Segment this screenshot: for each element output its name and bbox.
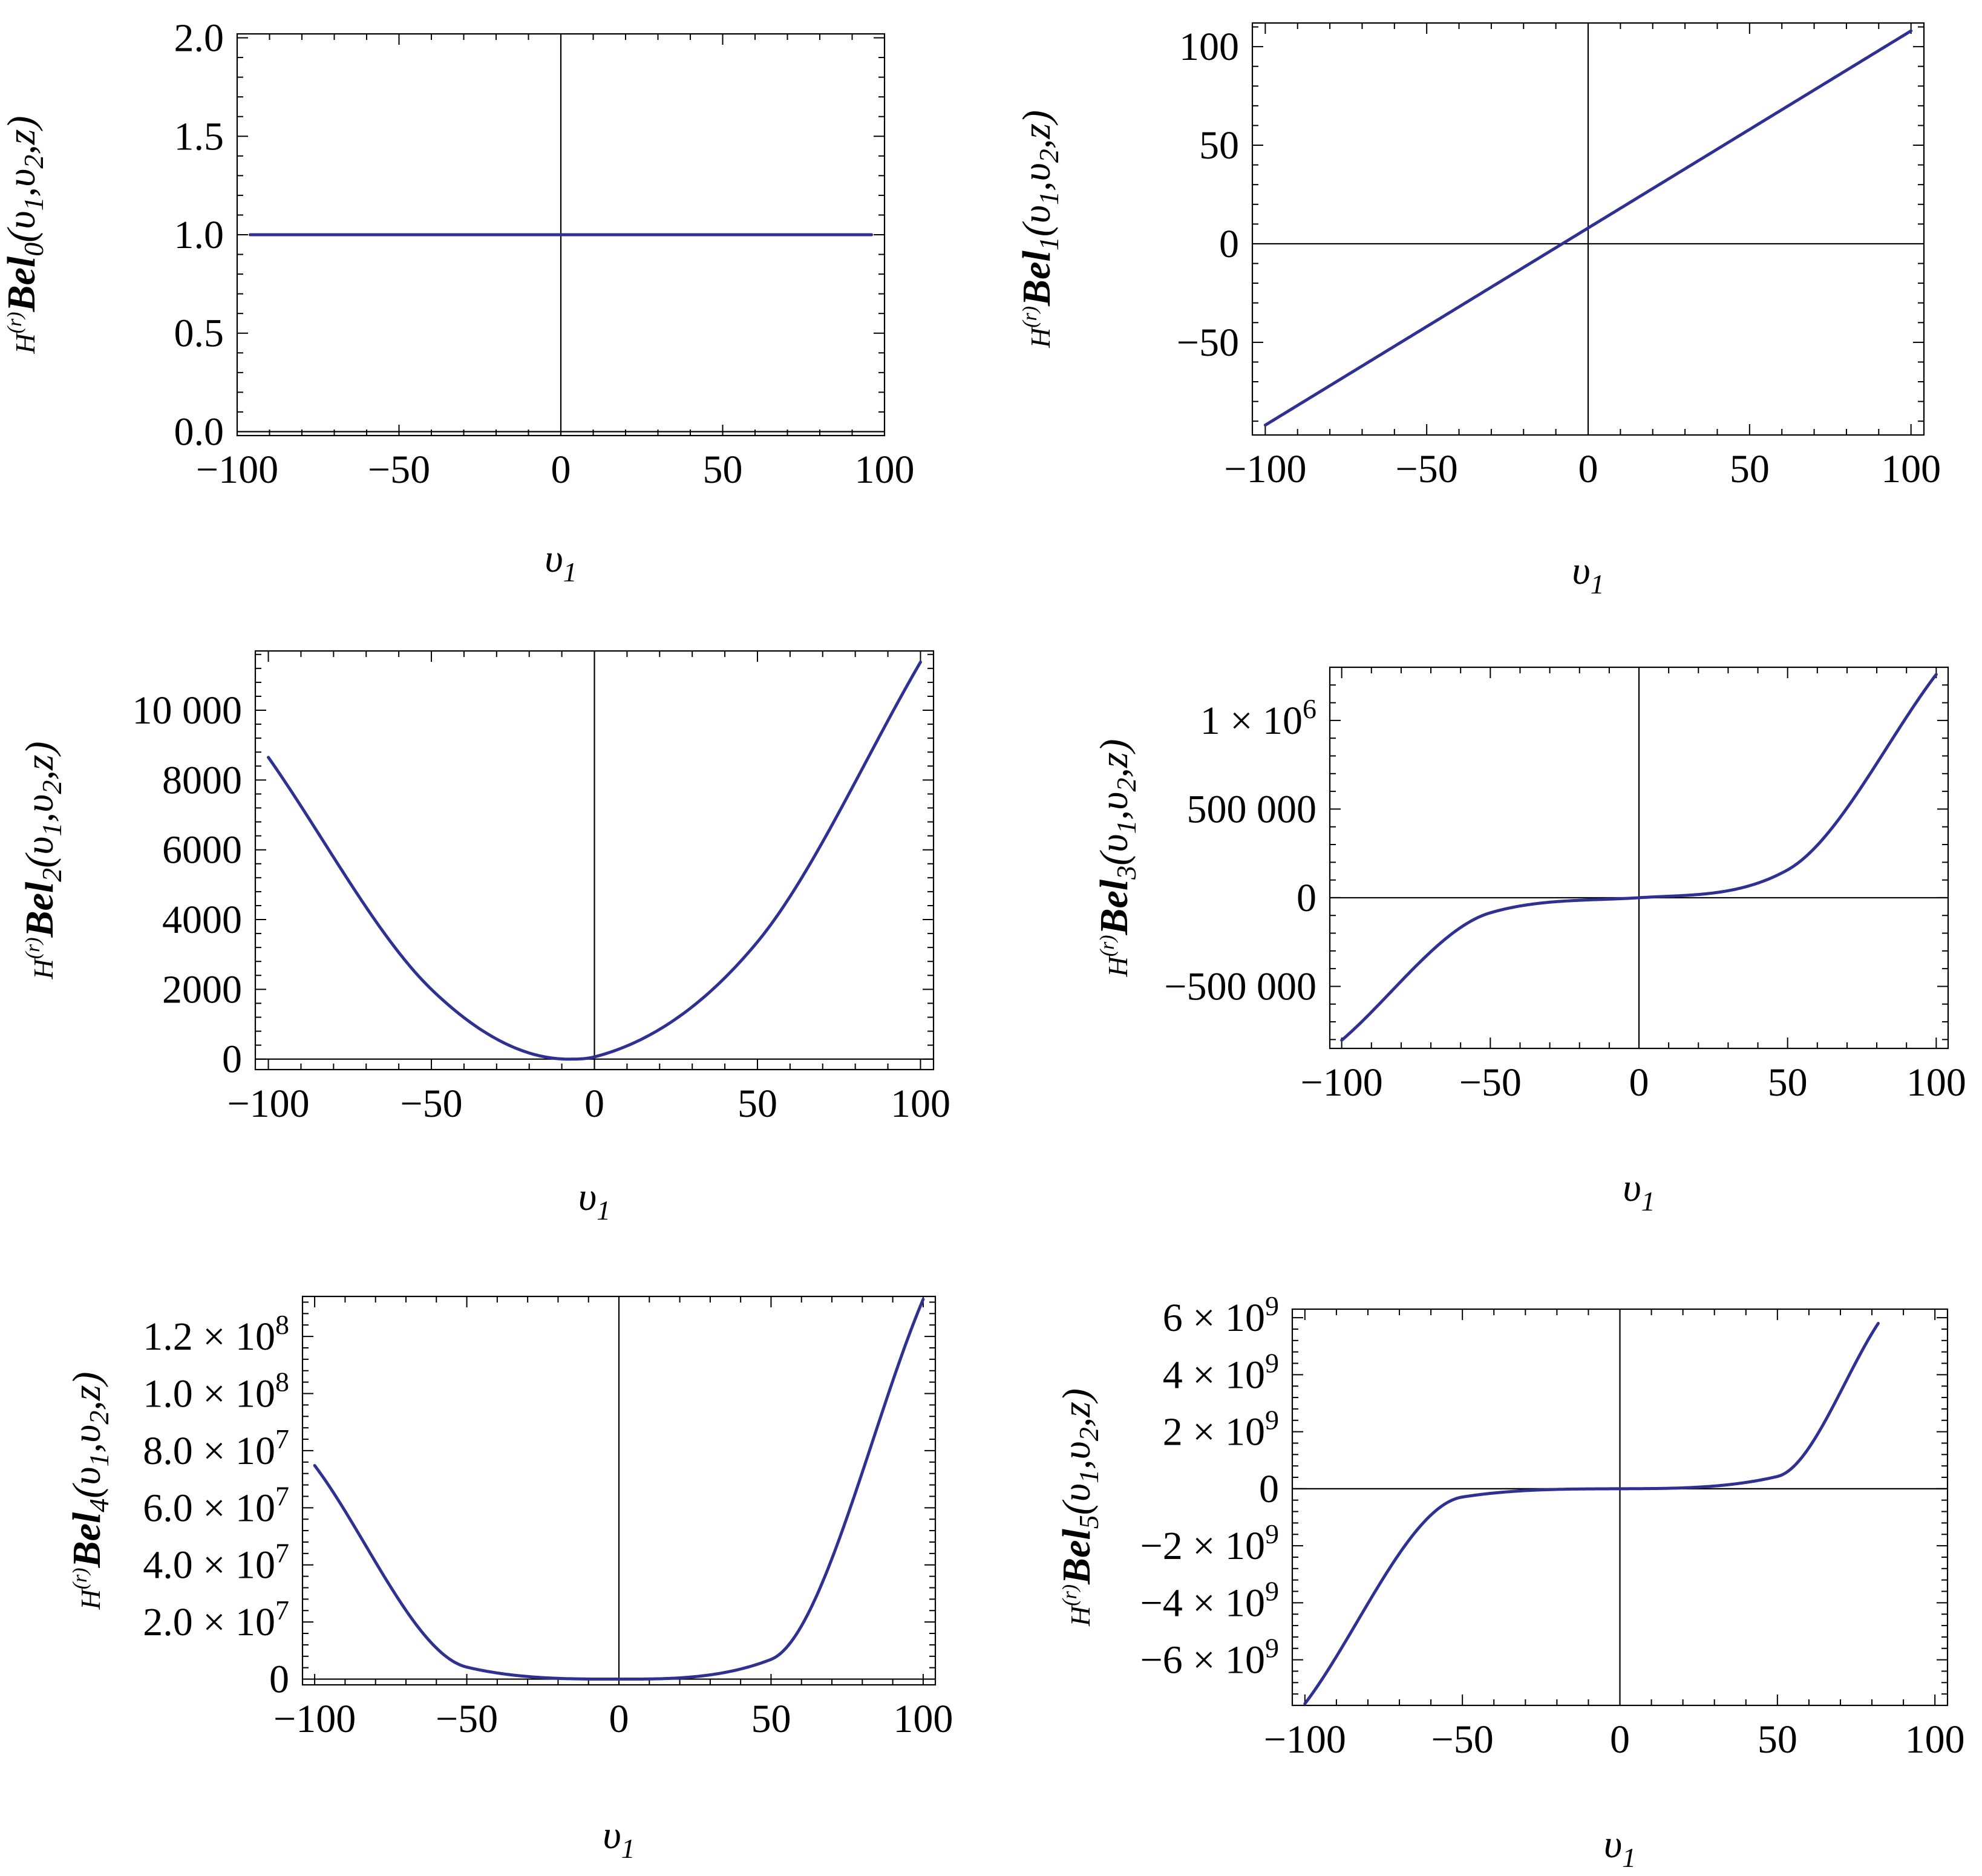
x-tick-label: −100: [1264, 1717, 1346, 1762]
y-tick-label: 8000: [162, 758, 242, 802]
y-tick-label: 1.0 × 108: [143, 1367, 289, 1416]
y-tick-label: −500 000: [1164, 964, 1316, 1008]
y-tick-label: 0.5: [174, 312, 224, 356]
chart-panel-0: −100 −50 0 50 100 0.0 0.5 1.0 1.5 2.0 υ1 H(r)Bel0(υ…: [0, 16, 915, 587]
x-tick-label: 100: [1906, 1061, 1966, 1105]
x-tick-label: −50: [400, 1082, 462, 1126]
x-tick-label: 0: [551, 448, 571, 492]
y-tick-label: 0.0: [174, 410, 224, 454]
chart-panel-5: −100 −50 0 50 100 −6 × 109 −4 × 109 −2 × 109 0 2 …: [1055, 1290, 1965, 1873]
y-tick-label: 6 × 109: [1163, 1290, 1279, 1340]
y-tick-label: 500 000: [1187, 787, 1317, 831]
series-line-0: [1340, 673, 1938, 1042]
y-axis-label: H(r)Bel0(υ1,υ2,z): [0, 116, 49, 354]
y-axis-label: H(r)Bel3(υ1,υ2,z): [1092, 739, 1142, 977]
chart-panel-2: −100 −50 0 50 100 0 2000 4000 6000 8000 10 000 υ1 H(…: [18, 650, 950, 1226]
y-tick-label: 50: [1199, 123, 1239, 168]
chart-panel-4: −100 −50 0 50 100 0 2.0 × 107 4.0 × 107 6.0 × 10…: [65, 1295, 953, 1864]
x-axis-label: υ1: [578, 1175, 610, 1226]
x-tick-label: −100: [227, 1082, 309, 1126]
y-tick-label: 1.2 × 108: [143, 1309, 289, 1359]
x-tick-label: −50: [1396, 447, 1458, 491]
x-axis-label: υ1: [1572, 549, 1604, 600]
y-tick-label: 10 000: [132, 688, 243, 733]
series-line-0: [1303, 1322, 1880, 1705]
y-axis-label: H(r)Bel1(υ1,υ2,z): [1015, 110, 1064, 348]
chart-panel-3: −100 −50 0 50 100 −500 000 0 500 000 1 × 106 υ1 H(…: [1092, 666, 1966, 1217]
y-tick-label: −2 × 109: [1140, 1518, 1279, 1568]
y-tick-label: 0: [269, 1658, 289, 1702]
x-tick-label: −50: [1459, 1061, 1522, 1105]
y-tick-label: 4 × 109: [1163, 1347, 1279, 1397]
y-tick-label: 2.0: [174, 16, 224, 60]
chart-panel-1: −100 −50 0 50 100 −50 0 50 100 υ1 H(r)Bel1(υ1,υ2,z…: [1015, 22, 1941, 600]
y-tick-label: 1.0: [174, 213, 224, 257]
x-axis-label: υ1: [1623, 1166, 1655, 1217]
y-tick-label: 8.0 × 107: [143, 1423, 289, 1473]
x-tick-label: 50: [1758, 1717, 1797, 1762]
y-tick-label: −4 × 109: [1140, 1575, 1279, 1625]
y-axis-label: H(r)Bel5(υ1,υ2,z): [1055, 1388, 1104, 1627]
x-tick-label: 50: [738, 1082, 777, 1126]
y-tick-label: 0: [1219, 222, 1239, 266]
x-tick-label: 100: [1881, 447, 1941, 491]
x-tick-label: 100: [893, 1697, 953, 1741]
x-tick-label: 50: [751, 1697, 791, 1741]
series-line-0: [267, 660, 922, 1061]
y-tick-label: 0: [1297, 876, 1316, 920]
x-axis-label: υ1: [545, 537, 577, 587]
x-tick-label: 0: [584, 1082, 604, 1126]
y-tick-label: 0: [1259, 1467, 1279, 1511]
x-axis-label: υ1: [603, 1813, 635, 1864]
x-tick-label: 0: [1578, 447, 1598, 491]
y-tick-label: −50: [1177, 321, 1239, 365]
x-tick-label: −100: [1301, 1061, 1383, 1105]
y-tick-label: 2.0 × 107: [143, 1595, 289, 1644]
series-line-0: [313, 1298, 925, 1681]
y-tick-label: 100: [1179, 25, 1239, 69]
x-tick-label: −100: [196, 448, 278, 492]
y-tick-label: 6.0 × 107: [143, 1480, 289, 1530]
y-tick-label: 2 × 109: [1163, 1405, 1279, 1454]
y-axis-label: H(r)Bel4(υ1,υ2,z): [65, 1371, 114, 1610]
x-tick-label: −100: [273, 1697, 356, 1741]
y-tick-label: 1 × 106: [1200, 693, 1316, 743]
x-tick-label: 0: [1629, 1061, 1649, 1105]
y-tick-label: 2000: [162, 967, 242, 1012]
x-tick-label: 50: [1768, 1061, 1808, 1105]
y-tick-label: 1.5: [174, 114, 224, 159]
x-tick-label: −50: [436, 1697, 498, 1741]
x-axis-label: υ1: [1604, 1822, 1636, 1873]
x-tick-label: 50: [1730, 447, 1770, 491]
y-tick-label: 4000: [162, 898, 242, 942]
y-tick-label: −6 × 109: [1140, 1633, 1279, 1682]
y-tick-label: 4.0 × 107: [143, 1538, 289, 1587]
x-tick-label: 100: [1905, 1717, 1965, 1762]
series-line-0: [1263, 29, 1913, 427]
y-axis-label: H(r)Bel2(υ1,υ2,z): [18, 741, 67, 979]
x-tick-label: −100: [1224, 447, 1306, 491]
x-tick-label: 0: [1610, 1717, 1630, 1762]
x-tick-label: 50: [703, 448, 743, 492]
x-tick-label: −50: [368, 448, 430, 492]
x-tick-label: −50: [1431, 1717, 1494, 1762]
x-tick-label: 100: [855, 448, 915, 492]
y-tick-label: 0: [222, 1038, 242, 1082]
y-tick-label: 6000: [162, 828, 242, 872]
x-tick-label: 100: [891, 1082, 950, 1126]
x-tick-label: 0: [609, 1697, 629, 1741]
